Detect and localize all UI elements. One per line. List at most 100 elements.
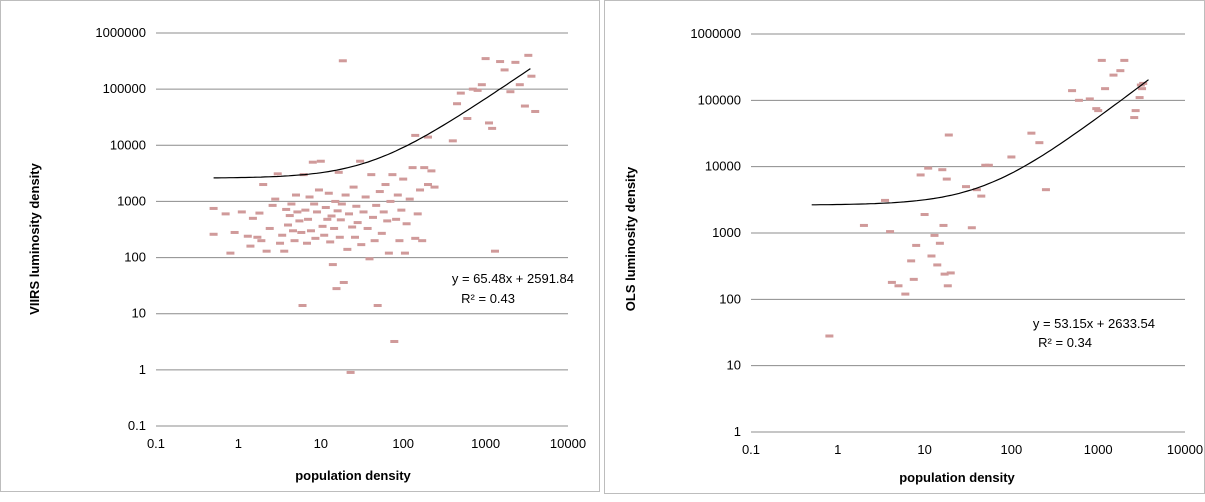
- r-squared-label: R² = 0.43: [461, 291, 515, 306]
- data-point: [328, 263, 337, 267]
- x-tick-label: 0.1: [742, 442, 760, 457]
- data-point: [297, 230, 306, 234]
- data-point: [1007, 155, 1016, 159]
- data-point: [287, 202, 296, 206]
- data-point: [373, 304, 382, 308]
- data-point: [907, 259, 916, 263]
- y-grid: [751, 33, 1185, 433]
- data-point: [345, 212, 354, 216]
- data-point: [1109, 73, 1118, 77]
- x-axis-title: population density: [899, 470, 1015, 485]
- data-point: [339, 280, 348, 284]
- data-point: [430, 185, 439, 189]
- data-point: [330, 226, 339, 230]
- data-point: [1094, 109, 1103, 113]
- data-point: [942, 177, 951, 181]
- data-point: [265, 226, 274, 230]
- data-point: [306, 229, 315, 233]
- r-squared-label: R² = 0.34: [1038, 335, 1092, 350]
- data-point: [933, 263, 942, 267]
- data-point: [386, 199, 395, 203]
- data-point: [511, 60, 520, 64]
- data-point: [313, 210, 322, 214]
- data-point: [209, 232, 218, 236]
- chart-panel-viirs: 0.1 1 10 100 1000 10000 100000 1000000 0.1 1 10 10…: [0, 0, 600, 492]
- data-point: [221, 212, 230, 216]
- data-points: [209, 53, 540, 374]
- data-point: [230, 230, 239, 234]
- data-point: [305, 195, 314, 199]
- data-point: [268, 203, 277, 207]
- data-point: [324, 191, 333, 195]
- data-point: [289, 229, 298, 233]
- x-tick-label: 0.1: [147, 436, 165, 451]
- data-point: [1101, 87, 1110, 91]
- data-point: [271, 197, 280, 201]
- data-point: [372, 203, 381, 207]
- y-tick-label: 100000: [103, 81, 146, 96]
- data-point: [424, 183, 433, 187]
- data-point: [1068, 89, 1077, 93]
- data-point: [346, 370, 355, 374]
- viirs-scatter-chart: 0.1 1 10 100 1000 10000 100000 1000000 0.1 1 10 10…: [27, 25, 586, 483]
- data-point: [320, 233, 329, 237]
- data-point: [909, 277, 918, 281]
- data-point: [246, 244, 255, 248]
- data-point: [935, 241, 944, 245]
- y-tick-label: 1: [734, 424, 741, 439]
- data-point: [308, 160, 317, 164]
- data-point: [352, 204, 361, 208]
- data-point: [1097, 58, 1106, 62]
- data-point: [276, 241, 285, 245]
- trendline: [811, 79, 1149, 206]
- data-point: [1074, 98, 1083, 102]
- data-point: [424, 135, 433, 139]
- data-point: [259, 183, 268, 187]
- data-point: [209, 206, 218, 210]
- data-point: [332, 287, 341, 291]
- data-point: [327, 214, 336, 218]
- data-point: [506, 90, 515, 94]
- data-point: [284, 223, 293, 227]
- data-point: [1135, 96, 1144, 100]
- data-point: [248, 216, 257, 220]
- data-point: [304, 217, 313, 221]
- data-point: [488, 126, 497, 130]
- data-point: [930, 233, 939, 237]
- trend-equation: y = 53.15x + 2633.54: [1033, 316, 1155, 331]
- y-tick-labels: 0.1 1 10 100 1000 10000 100000 1000000: [95, 25, 146, 433]
- data-point: [255, 211, 264, 215]
- data-point: [348, 225, 357, 229]
- data-point: [326, 240, 335, 244]
- data-point: [453, 102, 462, 106]
- data-point: [984, 163, 993, 167]
- data-point: [916, 173, 925, 177]
- data-point: [334, 170, 343, 174]
- data-point: [1120, 58, 1129, 62]
- data-point: [365, 257, 374, 261]
- data-point: [967, 226, 976, 230]
- data-point: [333, 209, 342, 213]
- data-point: [1130, 116, 1139, 120]
- data-point: [962, 185, 971, 189]
- data-point: [413, 212, 422, 216]
- x-tick-label: 100: [1001, 442, 1023, 457]
- data-point: [520, 104, 529, 108]
- data-point: [972, 188, 981, 192]
- data-point: [1116, 69, 1125, 73]
- x-tick-labels: 0.1 1 10 100 1000 10000: [147, 436, 586, 451]
- data-point: [226, 251, 235, 255]
- y-tick-label: 10000: [705, 159, 741, 174]
- data-point: [257, 239, 266, 243]
- trend-equation: y = 65.48x + 2591.84: [452, 271, 574, 286]
- data-point: [379, 210, 388, 214]
- data-point: [456, 91, 465, 95]
- data-point: [302, 241, 311, 245]
- data-point: [463, 116, 472, 120]
- data-point: [825, 334, 834, 338]
- y-tick-labels: 1 10 100 1000 10000 100000 1000000: [690, 26, 741, 439]
- data-point: [377, 231, 386, 235]
- data-point: [405, 197, 414, 201]
- data-point: [418, 239, 427, 243]
